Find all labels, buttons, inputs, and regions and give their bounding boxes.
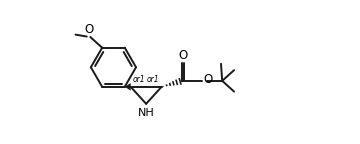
- Text: O: O: [203, 73, 212, 86]
- Text: O: O: [85, 23, 94, 36]
- Text: NH: NH: [138, 108, 154, 118]
- Text: or1: or1: [133, 75, 146, 84]
- Text: or1: or1: [147, 75, 160, 84]
- Text: O: O: [178, 49, 188, 62]
- Polygon shape: [125, 83, 131, 91]
